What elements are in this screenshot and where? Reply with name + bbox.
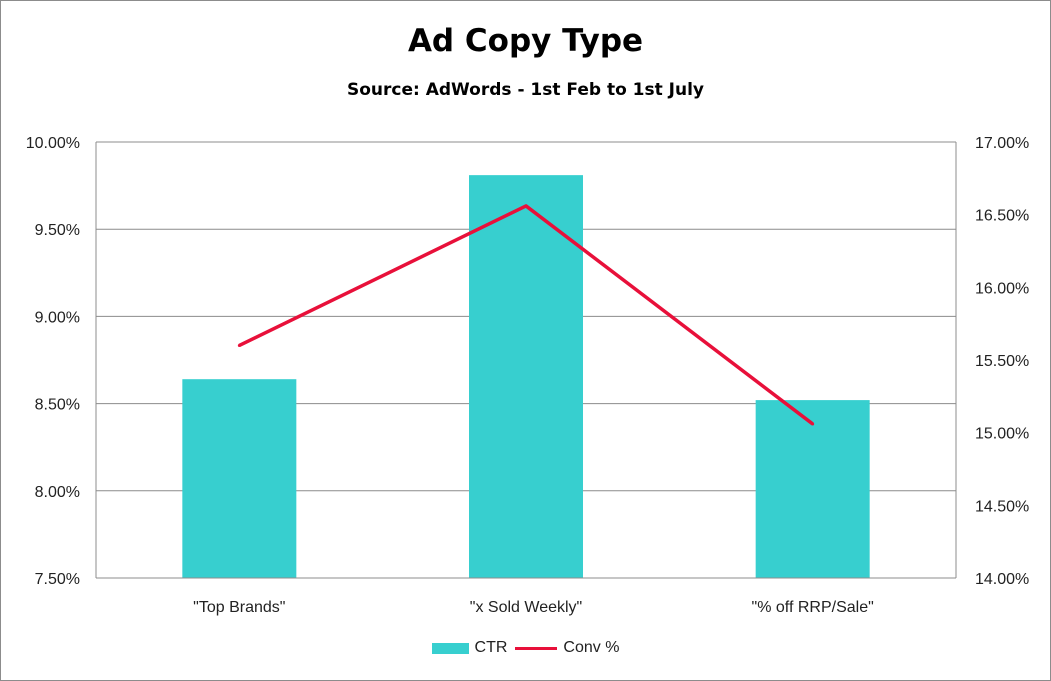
- bar-ctr-1: [182, 379, 297, 578]
- y-right-tick-label: 14.50%: [975, 498, 1029, 515]
- point-conv-1: [237, 343, 241, 347]
- y-right-tick-label: 15.00%: [975, 426, 1029, 443]
- bar-ctr-3: [755, 400, 870, 578]
- y-left-tick-label: 7.50%: [35, 571, 80, 588]
- y-right-tick-label: 15.50%: [975, 353, 1029, 370]
- legend-label-ctr: CTR: [474, 639, 508, 656]
- y-right-tick-label: 14.00%: [975, 571, 1029, 588]
- point-conv-3: [811, 422, 815, 426]
- y-right-tick-label: 16.00%: [975, 280, 1029, 297]
- legend-label-conv: Conv %: [563, 639, 620, 656]
- bar-ctr-2: [469, 175, 583, 579]
- x-category-label: "x Sold Weekly": [470, 599, 582, 616]
- y-right-tick-label: 16.50%: [975, 208, 1029, 225]
- y-left-tick-label: 8.00%: [35, 484, 80, 501]
- x-category-label: "Top Brands": [193, 599, 285, 616]
- y-left-tick-label: 9.50%: [35, 222, 80, 239]
- legend-swatch-conv: [515, 646, 558, 650]
- legend-item-ctr: CTR: [431, 639, 508, 657]
- chart-title: Ad Copy Type: [407, 23, 644, 59]
- legend: CTR Conv %: [1, 639, 1050, 657]
- point-conv-2: [524, 204, 528, 208]
- y-right-tick-label: 17.00%: [975, 135, 1029, 152]
- y-left-tick-label: 10.00%: [26, 135, 80, 152]
- y-left-tick-label: 9.00%: [35, 309, 80, 326]
- legend-swatch-ctr: [431, 642, 469, 654]
- y-left-tick-label: 8.50%: [35, 397, 80, 414]
- chart-subtitle: Source: AdWords - 1st Feb to 1st July: [346, 80, 705, 100]
- legend-item-conv: Conv %: [515, 639, 619, 657]
- x-category-label: "% off RRP/Sale": [752, 599, 874, 616]
